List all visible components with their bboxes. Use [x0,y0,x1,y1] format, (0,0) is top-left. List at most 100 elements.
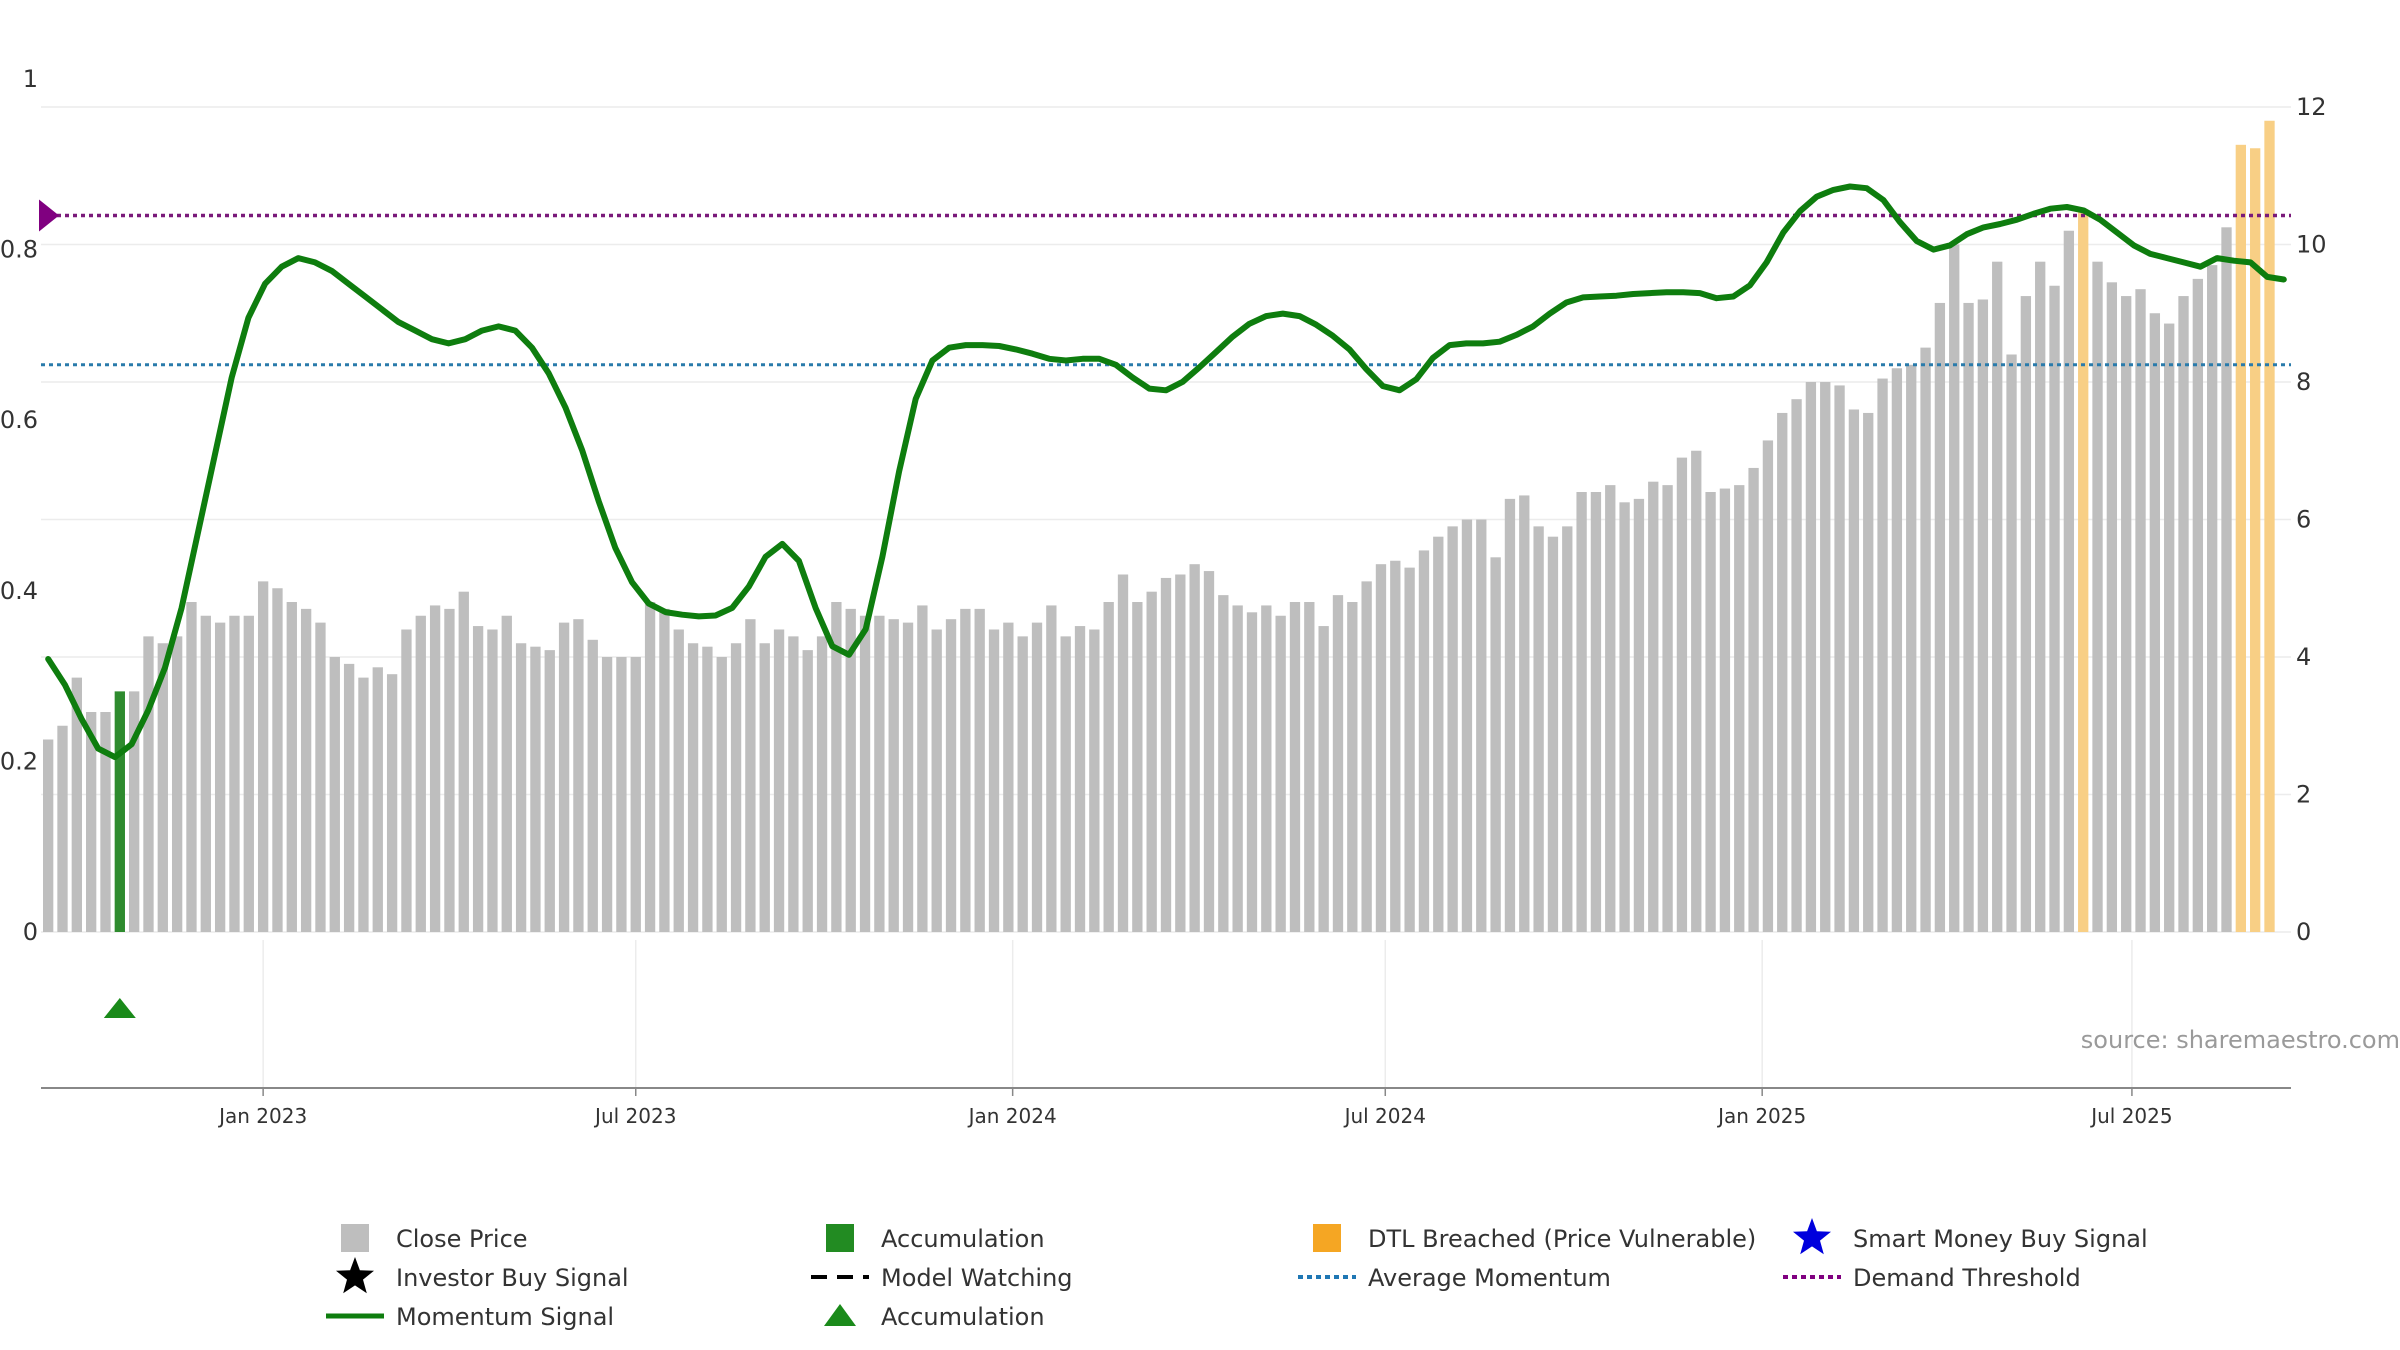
legend-label: DTL Breached (Price Vulnerable) [1368,1225,1756,1253]
close-price-bar [1461,519,1473,932]
legend-item: Average Momentum [1298,1264,1611,1292]
legend-triangle-icon [824,1304,856,1326]
close-price-bar [802,650,813,932]
close-price-bar [1476,519,1487,932]
close-price-bar [960,608,971,932]
demand-threshold-marker [39,199,59,232]
close-price-bar [1992,261,2003,932]
close-price-bar [1060,636,1071,932]
close-price-bar [444,608,455,932]
close-price-bar [2207,265,2218,932]
close-price-bar [1017,636,1028,932]
momentum-signal-series [45,183,2287,761]
close-price-bar [186,602,197,932]
close-price-bar [1533,526,1544,932]
close-price-bar [716,657,727,932]
close-price-bar [2221,227,2232,932]
legend-square-icon [826,1224,854,1252]
right-tick-label: 8 [2296,368,2311,396]
close-price-bar [2035,261,2046,932]
source-label: source: sharemaestro.com [2081,1026,2400,1054]
close-price-bar [2078,210,2089,932]
legend-label: Accumulation [881,1225,1045,1253]
legend-label: Accumulation [881,1303,1045,1331]
close-price-bar [1734,485,1745,932]
close-price-bar [616,657,627,932]
x-tick-label: Jan 2024 [967,1104,1057,1128]
close-price-bar [1705,492,1716,932]
close-price-bar [1189,564,1200,932]
close-price-bar [2063,230,2075,932]
close-price-bar [1977,299,1989,932]
close-price-bar [43,739,54,932]
close-price-bar [100,712,111,932]
legend-label: Average Momentum [1368,1264,1611,1292]
close-price-bar [558,622,570,932]
close-price-bar [1590,492,1602,932]
close-price-bar [458,591,469,932]
close-price-bar [429,605,441,932]
close-price-bar [2020,296,2032,932]
close-price-bar [1906,364,1917,932]
accumulation-triangle [103,998,136,1018]
close-price-bar [759,643,770,932]
close-price-bar [1404,567,1415,932]
close-price-bar [1648,481,1659,932]
close-price-bar [1132,602,1143,932]
close-price-bar [243,615,254,932]
close-price-bar [544,650,555,932]
left-tick-label: 1 [23,65,38,93]
close-price-bar [128,691,140,932]
close-price-bar [329,657,340,932]
close-price-bar [1289,602,1301,932]
legend-item: Model Watching [811,1264,1073,1292]
close-price-bar [644,602,656,932]
close-price-bar [315,622,326,932]
close-price-bar [171,636,183,932]
close-price-bar [472,626,484,932]
close-price-bar [1390,560,1401,932]
close-price-bar [2235,144,2246,932]
legend-star-icon [336,1257,374,1294]
close-price-bar [1046,605,1057,932]
left-tick-label: 0.4 [0,577,38,605]
close-price-bar [573,619,584,932]
close-price-bar [2192,278,2204,932]
close-price-bar [1949,244,1960,932]
x-tick-label: Jul 2025 [2089,1104,2172,1128]
close-price-bar [229,615,240,932]
close-price-bar [2006,354,2017,932]
close-price-bar [1691,450,1702,932]
left-tick-label: 0.8 [0,236,38,264]
close-price-bar [157,643,168,932]
close-price-bar [702,646,713,932]
close-price-bar [687,643,699,932]
close-price-bar [1676,457,1688,932]
close-price-bar [2178,296,2189,932]
close-price-bar [86,712,97,932]
close-price-bar [974,608,985,932]
x-tick-label: Jan 2025 [1716,1104,1806,1128]
x-tick-label: Jul 2024 [1343,1104,1426,1128]
close-price-bar [358,677,369,932]
close-price-bar [788,636,799,932]
right-tick-label: 2 [2296,781,2311,809]
close-price-bar [372,667,383,932]
close-price-bar [2264,120,2275,932]
close-price-bar [630,657,641,932]
close-price-bar [1261,605,1272,932]
close-price-bar [2106,282,2118,932]
close-price-bar [415,615,426,932]
close-price-bar [659,608,670,932]
close-price-bar [1361,581,1372,932]
close-price-bar [931,629,942,932]
close-price-bar [1963,302,1974,932]
close-price-bar [1275,615,1286,932]
close-price-bar [1748,467,1759,932]
close-price-bar [286,602,297,932]
signal-markers [103,998,136,1018]
close-price-bar [1805,382,1817,932]
close-price-bar [530,646,541,932]
legend-item: Close Price [341,1224,528,1253]
